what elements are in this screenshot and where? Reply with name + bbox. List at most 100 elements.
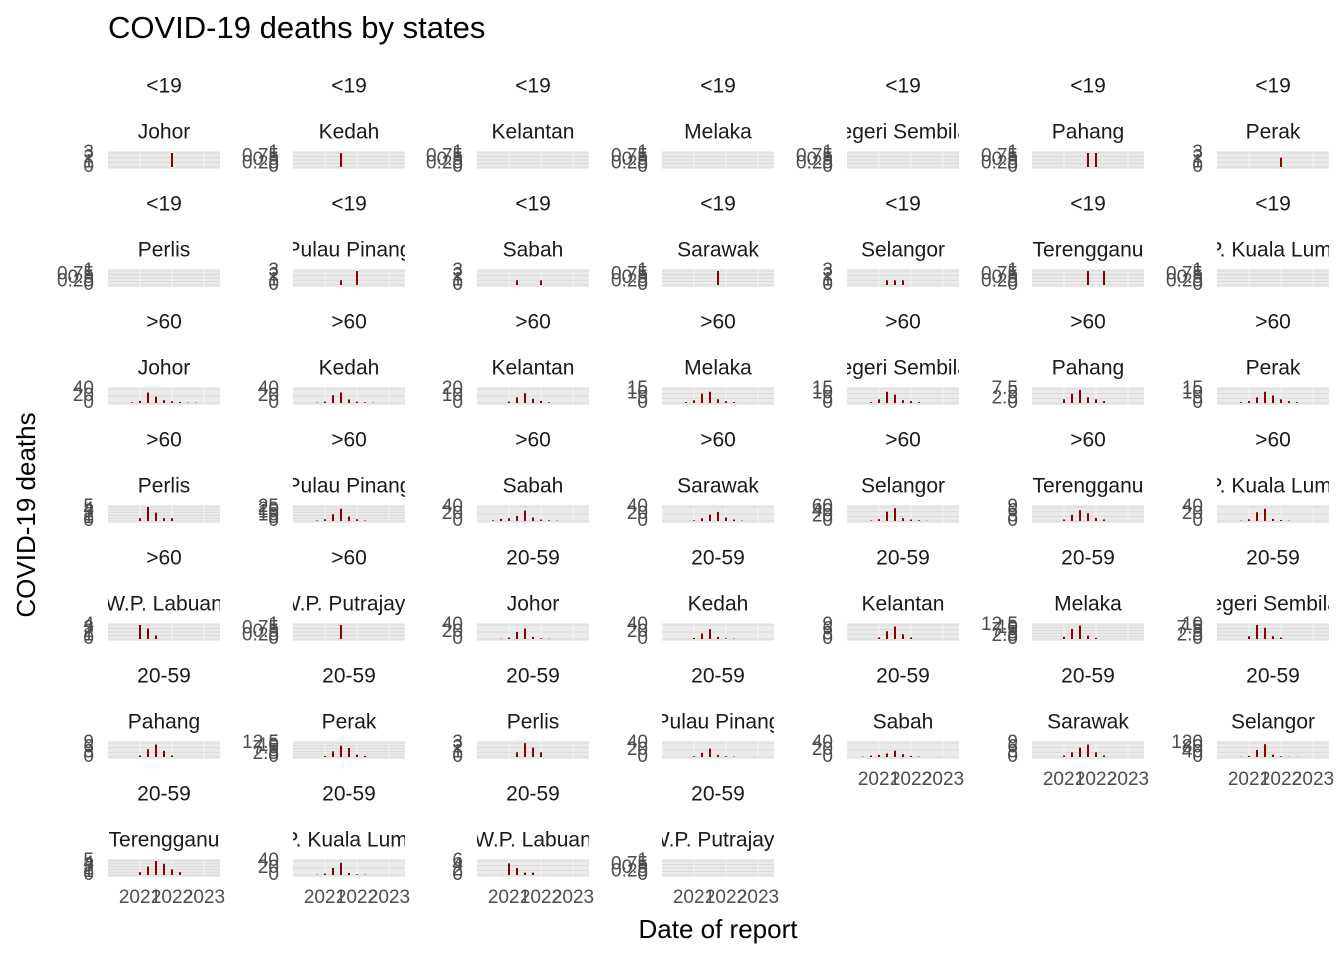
strip-age: <19 <box>515 75 551 98</box>
y-tick-label: 3 <box>1007 505 1018 526</box>
bar <box>725 638 727 639</box>
bar <box>364 755 366 757</box>
bar <box>155 635 157 639</box>
y-tick-label: 2 <box>452 265 463 286</box>
panel-background <box>477 859 589 877</box>
bar <box>340 625 342 639</box>
bar <box>1248 636 1250 639</box>
bar <box>163 518 165 521</box>
y-tick-label: 40 <box>258 378 279 399</box>
y-tick-label: 1 <box>83 507 94 528</box>
strip-state: Pahang <box>1052 357 1124 380</box>
y-tick-label: 5 <box>1007 622 1018 643</box>
strip-age: <19 <box>146 75 182 98</box>
strip-state: Kelantan <box>862 593 945 616</box>
x-tick-label: 2021 <box>1228 769 1270 790</box>
bar <box>524 743 526 757</box>
strip-state: Perak <box>1246 121 1301 144</box>
y-tick-label: 0.5 <box>992 149 1018 170</box>
bar <box>1079 389 1081 403</box>
y-tick-label: 10 <box>258 735 279 756</box>
y-tick-label: 10 <box>997 617 1018 638</box>
panel: <19 Kedah 00.250.50.751 <box>242 75 405 177</box>
strip-age: 20-59 <box>506 783 560 806</box>
panel-background <box>847 387 959 405</box>
y-tick-label: 40 <box>73 378 94 399</box>
x-tick-label: 2022 <box>151 887 193 908</box>
y-tick-label: 80 <box>1182 737 1203 758</box>
bar <box>894 394 896 403</box>
bar <box>902 280 904 285</box>
y-tick-label: 0.75 <box>611 146 648 167</box>
y-tick-label: 6 <box>83 737 94 758</box>
x-tick-label: 2022 <box>1260 769 1302 790</box>
y-tick-label: 40 <box>627 614 648 635</box>
y-tick-label: 1 <box>268 269 279 290</box>
bar <box>332 868 334 875</box>
y-tick-label: 5 <box>83 496 94 517</box>
strip-state: Perlis <box>138 239 191 262</box>
y-tick-label: 20 <box>627 739 648 760</box>
bar <box>155 861 157 875</box>
bar <box>524 628 526 639</box>
strip-age: >60 <box>700 311 736 334</box>
bar <box>516 280 518 285</box>
bar <box>540 638 542 639</box>
y-tick-label: 10 <box>442 385 463 406</box>
y-tick-label: 9 <box>822 614 833 635</box>
strip-age: 20-59 <box>691 665 745 688</box>
strip-state: Melaka <box>1054 593 1122 616</box>
strip-age: <19 <box>515 193 551 216</box>
bar <box>155 396 157 403</box>
bar <box>131 402 133 403</box>
y-tick-label: 0.25 <box>981 271 1018 292</box>
y-tick-label: 60 <box>812 496 833 517</box>
y-tick-label: 0 <box>822 156 833 177</box>
strip-state: W.P. Putrajaya <box>281 593 418 616</box>
panel-background <box>1217 741 1329 759</box>
y-tick-label: 0 <box>268 746 279 767</box>
strip-state: Kedah <box>319 357 380 380</box>
y-tick-label: 2.5 <box>1177 625 1203 646</box>
y-tick-label: 20 <box>627 503 648 524</box>
y-tick-label: 0.25 <box>57 271 94 292</box>
bar <box>878 519 880 521</box>
bar <box>709 748 711 757</box>
bar <box>532 398 534 403</box>
bar <box>1063 399 1065 403</box>
bar <box>163 400 165 403</box>
y-tick-label: 10 <box>1182 614 1203 635</box>
bar <box>1264 508 1266 521</box>
panel-background <box>108 741 220 759</box>
bar <box>733 519 735 521</box>
bar <box>1087 397 1089 403</box>
bar <box>1079 625 1081 639</box>
x-tick-label: 2023 <box>1107 769 1149 790</box>
bar <box>870 755 872 757</box>
bar <box>516 632 518 639</box>
bar <box>155 744 157 757</box>
y-tick-label: 0 <box>268 864 279 885</box>
y-tick-label: 0 <box>1007 510 1018 531</box>
bar <box>894 280 896 285</box>
y-tick-label: 7.5 <box>253 738 279 759</box>
y-tick-label: 0 <box>1192 392 1203 413</box>
y-tick-label: 0.75 <box>57 264 94 285</box>
bar <box>508 401 510 403</box>
x-tick-label: 2021 <box>858 769 900 790</box>
y-tick-label: 40 <box>1182 496 1203 517</box>
strip-state: Negeri Sembilan <box>1195 593 1344 616</box>
y-tick-label: 0.75 <box>981 264 1018 285</box>
bar <box>1095 637 1097 639</box>
strip-age: 20-59 <box>322 783 376 806</box>
y-tick-label: 0 <box>822 510 833 531</box>
y-tick-label: 2 <box>83 504 94 525</box>
y-tick-label: 4 <box>452 855 463 876</box>
